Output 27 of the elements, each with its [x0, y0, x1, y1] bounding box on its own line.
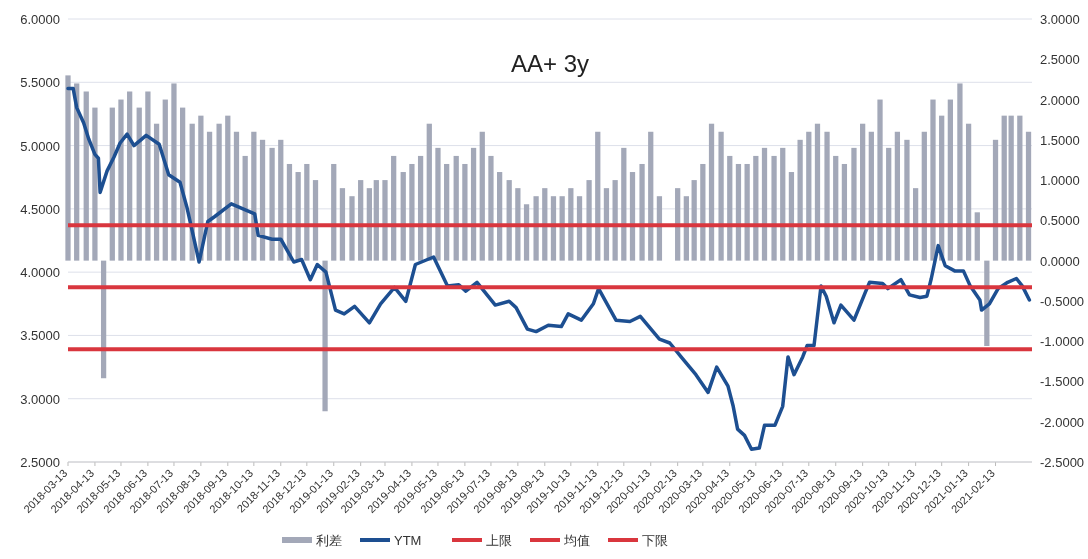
y-tick-label: 4.5000	[20, 201, 60, 217]
y2-tick-label: -2.0000	[1040, 414, 1085, 430]
y2-tick-label: -0.5000	[1040, 293, 1085, 309]
y2-tick-label: -2.5000	[1040, 455, 1085, 470]
y2-tick-label: -1.5000	[1040, 374, 1085, 390]
y-tick-label: 6.0000	[20, 12, 60, 27]
line-series	[66, 86, 1032, 452]
y-tick-label: 5.0000	[20, 138, 60, 154]
legend-label: 下限	[642, 533, 668, 548]
y2-tick-label: 1.5000	[1040, 132, 1080, 148]
y-tick-label: 5.5000	[20, 75, 60, 91]
y2-tick-label: 1.0000	[1040, 173, 1080, 189]
y2-tick-label: 2.5000	[1040, 52, 1080, 68]
y2-tick-label: -1.0000	[1040, 334, 1085, 350]
y2-tick-label: 3.0000	[1040, 12, 1080, 27]
y-tick-label: 2.5000	[20, 455, 60, 470]
y2-tick-label: 0.5000	[1040, 213, 1080, 229]
y-tick-label: 3.0000	[20, 391, 60, 407]
y2-tick-label: 2.0000	[1040, 92, 1080, 108]
y2-tick-label: 0.0000	[1040, 253, 1080, 269]
legend-label: 利差	[316, 533, 342, 548]
text: AA+ 3y	[510, 50, 590, 77]
y-tick-label: 4.0000	[20, 265, 60, 281]
y-tick-label: 3.5000	[20, 328, 60, 344]
legend-label: YTM	[394, 533, 422, 548]
legend-label: 上限	[486, 533, 512, 548]
legend-label: 均值	[563, 533, 590, 548]
